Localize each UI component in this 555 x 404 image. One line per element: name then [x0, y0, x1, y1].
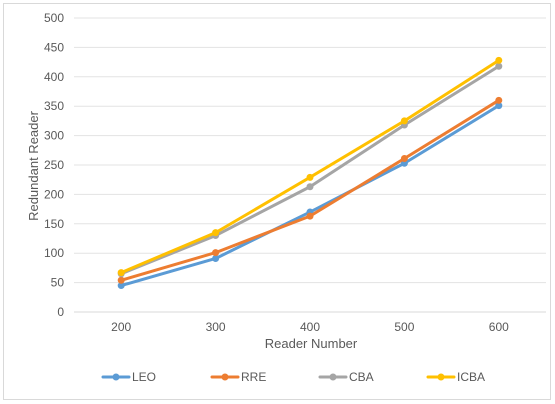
- y-tick-label: 500: [44, 11, 64, 25]
- legend-item-cba: CBA: [318, 370, 374, 384]
- legend-swatch-marker: [329, 373, 337, 381]
- data-point-rre: [400, 155, 408, 163]
- data-point-icba: [495, 56, 503, 64]
- y-tick-label: 150: [44, 217, 64, 231]
- legend-item-icba: ICBA: [426, 370, 485, 384]
- x-tick-label: 600: [489, 320, 509, 334]
- legend-label: ICBA: [457, 370, 485, 384]
- legend-item-rre: RRE: [210, 370, 266, 384]
- y-tick-label: 300: [44, 129, 64, 143]
- x-tick-label: 500: [394, 320, 414, 334]
- y-axis-title: Redundant Reader: [26, 110, 41, 221]
- x-axis-ticks: 200 300 400 500 600: [111, 320, 509, 334]
- data-point-icba: [117, 269, 125, 277]
- y-tick-label: 250: [44, 158, 64, 172]
- y-tick-label: 400: [44, 70, 64, 84]
- y-tick-label: 200: [44, 187, 64, 201]
- legend-item-leo: LEO: [101, 370, 156, 384]
- data-point-rre: [306, 212, 314, 220]
- data-point-icba: [306, 173, 314, 181]
- y-tick-label: 0: [57, 305, 64, 319]
- gridlines: [74, 17, 546, 284]
- legend-swatch-marker: [221, 373, 229, 381]
- x-axis-title: Reader Number: [265, 336, 358, 351]
- legend-swatch-marker: [437, 373, 445, 381]
- chart-frame: [3, 3, 551, 400]
- data-point-cba: [306, 183, 314, 191]
- series-line-leo: [119, 104, 501, 288]
- data-point-icba: [400, 117, 408, 125]
- series-leo: [117, 102, 503, 290]
- legend-label: RRE: [241, 370, 266, 384]
- series-layer: [117, 56, 503, 290]
- y-tick-label: 350: [44, 99, 64, 113]
- data-point-cba: [495, 62, 503, 70]
- x-tick-label: 300: [206, 320, 226, 334]
- x-tick-label: 400: [300, 320, 320, 334]
- legend: LEO RRE CBA ICBA: [101, 370, 485, 384]
- data-point-leo: [117, 282, 125, 290]
- y-tick-label: 100: [44, 246, 64, 260]
- x-tick-label: 200: [111, 320, 131, 334]
- series-icba: [117, 56, 503, 277]
- series-rre: [117, 96, 503, 284]
- data-point-rre: [495, 96, 503, 104]
- y-axis-ticks: 0 50 100 150 200 250 300 350 400 450 500: [44, 11, 64, 319]
- legend-label: LEO: [132, 370, 156, 384]
- data-point-leo: [212, 254, 220, 262]
- data-point-rre: [117, 276, 125, 284]
- legend-label: CBA: [349, 370, 374, 384]
- y-tick-label: 50: [51, 276, 65, 290]
- data-point-leo: [495, 102, 503, 110]
- y-tick-label: 450: [44, 40, 64, 54]
- series-line-icba: [119, 58, 501, 275]
- legend-swatch-marker: [112, 373, 120, 381]
- data-point-rre: [212, 249, 220, 257]
- data-point-icba: [212, 229, 220, 237]
